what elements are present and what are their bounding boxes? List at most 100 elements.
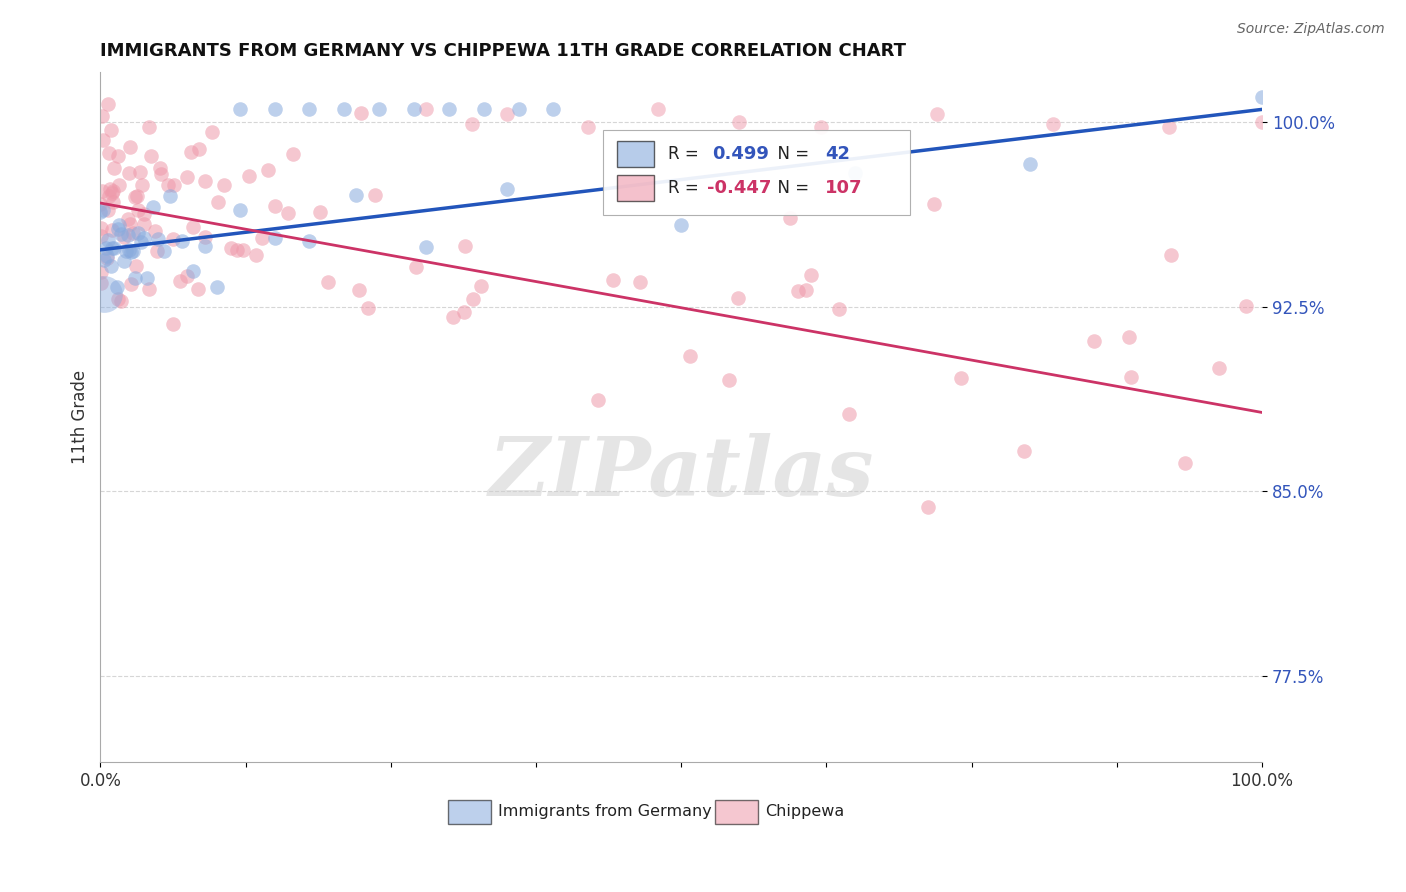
Point — [181, 219, 204, 234]
Point — [949, 371, 972, 385]
Point — [838, 407, 860, 421]
Point — [333, 103, 356, 117]
Point — [98, 181, 121, 195]
Text: R =: R = — [668, 179, 704, 197]
Point — [628, 275, 651, 289]
Point — [277, 206, 299, 220]
Point — [162, 232, 184, 246]
Point — [470, 278, 492, 293]
Point — [112, 253, 135, 268]
Point — [118, 166, 141, 180]
Point — [170, 234, 193, 248]
Text: IMMIGRANTS FROM GERMANY VS CHIPPEWA 11TH GRADE CORRELATION CHART: IMMIGRANTS FROM GERMANY VS CHIPPEWA 11TH… — [100, 42, 907, 60]
Point — [100, 186, 122, 200]
Point — [169, 275, 191, 289]
Point — [143, 224, 166, 238]
Point — [93, 287, 115, 301]
Point — [727, 291, 749, 305]
Point — [149, 161, 172, 175]
Point — [107, 292, 129, 306]
Point — [146, 244, 169, 258]
Text: ZIPatlas: ZIPatlas — [488, 433, 875, 513]
Point — [176, 269, 198, 284]
Point — [129, 235, 152, 249]
Point — [205, 279, 228, 293]
Point — [117, 228, 139, 243]
Point — [125, 259, 148, 273]
Point — [917, 500, 939, 515]
Point — [461, 117, 484, 131]
Point — [103, 161, 125, 175]
Point — [576, 120, 599, 134]
Y-axis label: 11th Grade: 11th Grade — [72, 370, 89, 465]
Point — [1251, 90, 1274, 104]
FancyBboxPatch shape — [603, 129, 910, 215]
Point — [350, 106, 373, 120]
Point — [1234, 300, 1257, 314]
Point — [120, 140, 142, 154]
Point — [107, 149, 129, 163]
Point — [91, 132, 114, 146]
Point — [219, 241, 242, 255]
Point — [108, 178, 131, 192]
Point — [132, 207, 155, 221]
Point — [496, 107, 519, 121]
Point — [107, 222, 129, 236]
Point — [103, 194, 125, 209]
Point — [97, 203, 120, 218]
Point — [118, 217, 141, 231]
Point — [120, 277, 142, 291]
Point — [101, 184, 124, 198]
FancyBboxPatch shape — [617, 175, 654, 202]
Point — [91, 184, 114, 198]
Point — [718, 374, 741, 388]
Text: R =: R = — [668, 145, 704, 163]
Point — [122, 244, 145, 259]
Point — [97, 188, 120, 202]
Point — [97, 233, 120, 247]
Point — [194, 174, 217, 188]
Point — [194, 230, 217, 244]
Point — [463, 292, 485, 306]
Point — [150, 167, 173, 181]
Point — [100, 123, 122, 137]
Point — [368, 103, 391, 117]
Point — [232, 243, 254, 257]
Point — [779, 211, 801, 226]
Point — [96, 241, 118, 255]
Point — [118, 244, 141, 258]
Point — [263, 231, 285, 245]
Point — [97, 97, 120, 112]
Point — [163, 178, 186, 193]
Point — [139, 148, 162, 162]
Text: Source: ZipAtlas.com: Source: ZipAtlas.com — [1237, 22, 1385, 37]
Point — [794, 283, 817, 297]
Point — [263, 199, 285, 213]
Point — [298, 103, 321, 117]
Point — [647, 103, 669, 117]
Point — [110, 227, 132, 241]
Point — [115, 244, 138, 258]
Point — [1174, 456, 1197, 470]
Point — [181, 264, 204, 278]
Point — [90, 229, 112, 244]
Point — [176, 170, 198, 185]
Point — [405, 260, 427, 274]
Point — [1208, 360, 1230, 375]
Point — [357, 301, 380, 316]
Point — [508, 103, 530, 117]
Text: 107: 107 — [825, 179, 863, 197]
Point — [134, 231, 156, 245]
Point — [117, 212, 139, 227]
Point — [810, 120, 832, 134]
Point — [153, 244, 176, 258]
Point — [214, 178, 236, 192]
Point — [100, 259, 122, 273]
Point — [229, 103, 252, 117]
Point — [135, 271, 157, 285]
Point — [122, 227, 145, 241]
Point — [180, 145, 202, 159]
Point — [454, 239, 477, 253]
Point — [90, 277, 112, 291]
Point — [101, 241, 124, 255]
